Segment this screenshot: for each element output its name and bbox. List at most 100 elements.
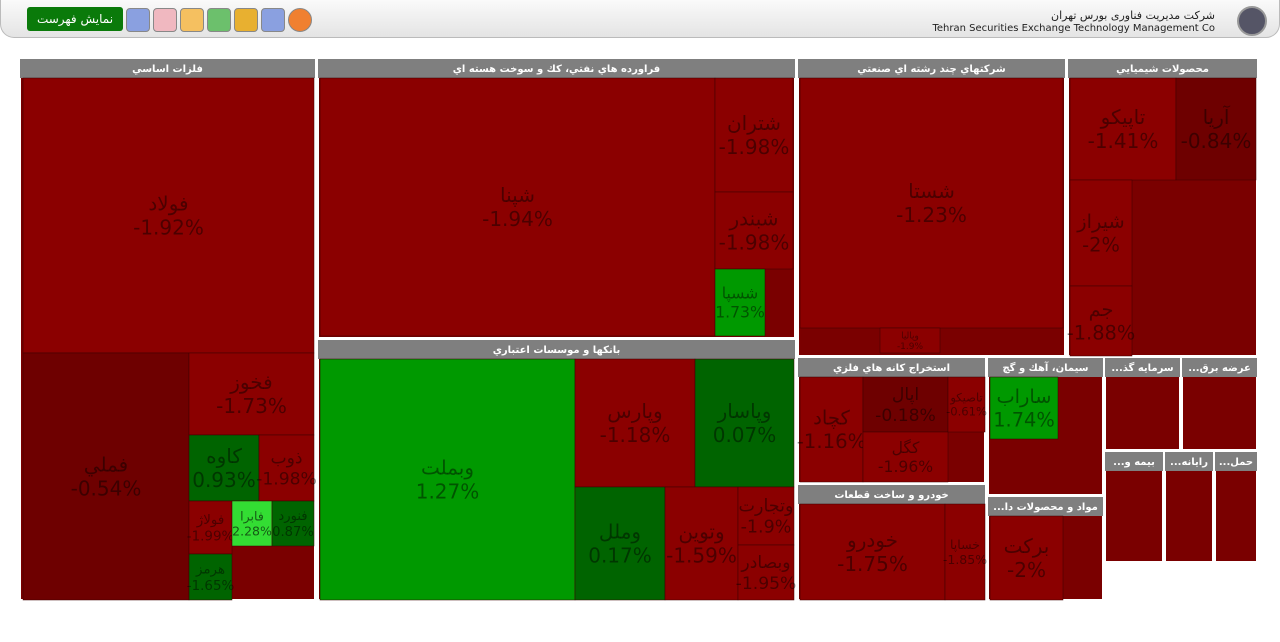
help-icon[interactable] [261,8,285,32]
tile-symbol: كگل [892,439,920,457]
tile-symbol: وتجارت [739,497,794,517]
sector-title: بانكها و موسسات اعتباري [493,345,620,356]
tile-symbol: شتران [727,111,781,135]
tile-symbol: شيراز [1076,210,1124,233]
tile [22,77,315,354]
tile-symbol: وتوين [678,520,724,544]
tile-symbol: فنورد [278,509,307,524]
tile-change: -1.98% [719,135,790,159]
sector-title: سيمان، آهك و گچ [1002,361,1088,374]
tile-change: -0.84% [1181,129,1252,153]
tile [22,352,190,601]
tile [737,486,795,546]
sector-header [1215,452,1257,471]
tile-symbol: شپنا [500,183,535,208]
tile-change: 0.87% [272,525,314,540]
tile-symbol: فابرا [240,508,264,524]
tile-change: -1.9% [897,342,924,352]
tile-symbol: وپارس [607,399,662,424]
tile-symbol: شستا [908,179,955,203]
sector-header [318,340,795,359]
tile-change: -1.59% [666,544,737,568]
tile-change: -1.73% [216,394,287,418]
sector-title: ...بيمه و [1113,457,1155,468]
tile [714,191,794,270]
sector-header [798,358,985,377]
tile-change: -0.61% [946,404,987,418]
tile-symbol: شسپا [722,285,758,304]
tile [231,500,273,547]
tile-change: -1.41% [1088,129,1159,153]
table-icon[interactable] [180,8,204,32]
globe-icon[interactable] [126,8,150,32]
sector-header [1068,59,1257,78]
tile-change: -1.85% [943,552,987,567]
tile-change: -1.94% [482,207,553,231]
new-icon[interactable] [288,8,312,32]
tile-change: -1.23% [896,203,967,227]
tile [574,486,666,601]
sector-header [1105,452,1163,471]
tile-change: -1.98% [719,231,790,255]
tile [188,434,260,502]
tile-symbol: خساپا [950,537,980,552]
tile-symbol: وپاسار [717,399,772,424]
sector-title: فراورده هاي نفتي، كك و سوخت هسته اي [453,64,660,75]
tile-symbol: وبصادر [740,553,790,573]
tile [319,77,716,337]
sector-title: استخراج كانه هاي فلزي [833,363,950,374]
sector-title: ...عرضه برق [1188,363,1251,374]
tile [574,358,696,488]
sector-title: ...سرمايه گذ [1111,361,1173,374]
tile-change: 0.17% [588,544,652,568]
tile [694,358,795,488]
logo [1237,6,1267,36]
search-icon[interactable] [207,8,231,32]
tile-change: -1.88% [1067,321,1136,344]
sector-header [20,59,315,78]
tile [989,515,1064,601]
tile [319,358,576,601]
tile [1069,179,1133,287]
tile [944,503,986,601]
show-list-button[interactable]: نمایش فهرست [27,7,123,31]
tile-symbol: فولاژ [196,513,225,528]
tile-change: -1.95% [736,574,797,594]
tile-change: -1.99% [187,529,235,544]
tile-change: -2% [1082,233,1120,256]
tile-change: 2.28% [232,523,272,538]
sector-title: فلزات اساسي [132,64,203,75]
tile-symbol: بركت [1004,534,1050,558]
tile-symbol: فملي [84,453,128,478]
sector-title: ...رايانه [1170,457,1208,468]
tile-symbol: هرمز [195,563,225,578]
sector-header [798,59,1065,78]
sector-title: خودرو و ساخت قطعات [834,490,948,501]
tile-symbol: آريا [1203,104,1231,129]
tile [664,486,739,601]
tile [1175,77,1257,181]
tile-symbol: ساراب [996,385,1051,408]
tile-symbol: خودرو [846,528,898,552]
tile-change: -1.75% [837,552,908,576]
tile-symbol: كاوه [206,444,242,468]
tile-symbol: كچاد [813,407,850,430]
sector-header [318,59,795,78]
tile-change: -1.18% [600,423,671,447]
sector-title: ...مواد و محصولات دا [993,502,1098,513]
tile [714,77,794,193]
tile-symbol: تاپيكو [1100,105,1146,130]
tile [714,268,766,337]
tile-change: -1.96% [878,458,933,476]
tile-symbol: جم [1089,298,1114,321]
tile-symbol: ذوب [270,449,302,469]
home-icon[interactable] [153,8,177,32]
tile [989,376,1059,440]
tile [737,544,795,601]
tile-change: -0.18% [875,406,936,426]
sector-header [988,358,1103,377]
message-icon[interactable] [234,8,258,32]
org-name-en: Tehran Securities Exchange Technology Ma… [932,23,1215,34]
tile-symbol: وپاليا [901,331,919,341]
tile [188,352,315,436]
